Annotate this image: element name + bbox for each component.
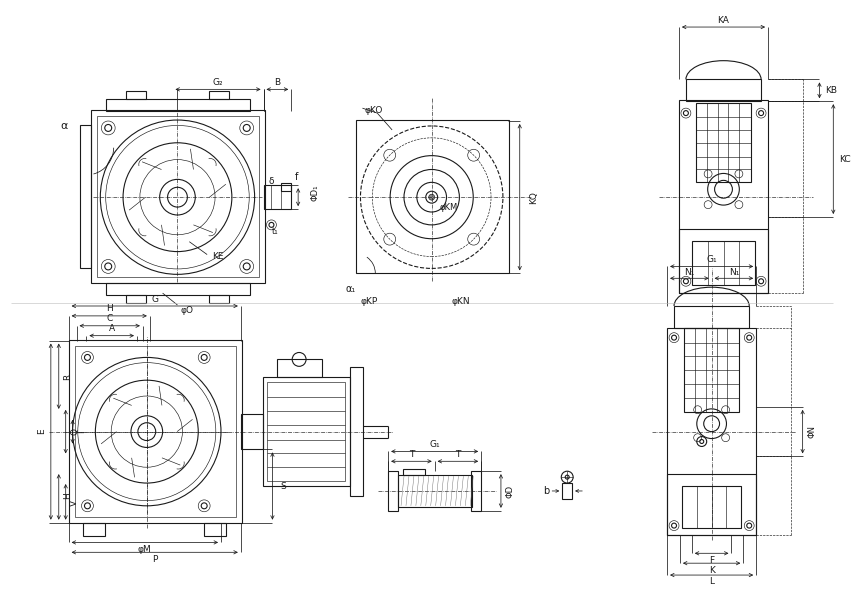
Bar (264, 185, 291, 209)
Text: G: G (151, 295, 158, 304)
Text: KB: KB (825, 86, 837, 95)
Text: C: C (106, 314, 113, 323)
Bar (356, 120, 509, 273)
Text: H: H (63, 492, 72, 499)
Text: A: A (109, 324, 115, 333)
Bar (282, 183, 291, 191)
Text: K: K (709, 566, 715, 574)
Text: KC: KC (839, 155, 851, 164)
Bar (563, 483, 572, 499)
Text: T: T (408, 450, 414, 459)
Text: S: S (280, 481, 286, 491)
Bar (83, 522, 106, 536)
Text: R: R (63, 374, 72, 380)
Text: φKM: φKM (440, 203, 458, 211)
Text: α: α (60, 121, 67, 131)
Bar (106, 284, 249, 295)
Text: G₁: G₁ (706, 255, 717, 264)
Bar (686, 79, 761, 101)
Text: α₁: α₁ (346, 284, 356, 294)
Bar (209, 295, 229, 303)
Bar (267, 382, 345, 481)
Bar (471, 471, 481, 511)
Bar (350, 367, 363, 496)
Bar (388, 471, 398, 511)
Text: b: b (543, 486, 550, 496)
Bar (69, 340, 242, 522)
Bar (667, 474, 757, 535)
Bar (667, 327, 757, 535)
Bar (398, 475, 472, 507)
Bar (679, 100, 768, 293)
Text: I: I (77, 430, 86, 433)
Text: G₂: G₂ (213, 78, 223, 87)
Text: ΦD: ΦD (505, 485, 515, 497)
Bar (106, 99, 249, 111)
Circle shape (429, 194, 435, 200)
Text: T: T (455, 450, 460, 459)
Bar (209, 91, 229, 99)
Text: φM: φM (138, 545, 151, 554)
Text: t₁: t₁ (271, 227, 278, 236)
Text: F: F (709, 556, 714, 565)
Text: Q: Q (70, 428, 79, 435)
Text: B: B (274, 78, 281, 87)
Bar (241, 414, 263, 450)
Bar (277, 359, 322, 377)
Text: δ: δ (268, 177, 274, 186)
Text: E: E (37, 429, 47, 434)
Text: N₁: N₁ (684, 268, 694, 277)
Bar (91, 110, 265, 284)
Text: N₁: N₁ (728, 268, 739, 277)
Text: KA: KA (717, 16, 729, 24)
Text: H: H (106, 304, 112, 313)
Text: G₁: G₁ (430, 440, 440, 449)
Bar (403, 469, 425, 475)
Text: φKP: φKP (361, 296, 378, 306)
Text: ΦN: ΦN (808, 425, 817, 438)
Text: φO: φO (181, 307, 194, 315)
Text: L: L (709, 577, 714, 587)
Bar (79, 125, 91, 268)
Text: P: P (152, 555, 157, 564)
Text: φKN: φKN (452, 296, 470, 306)
Bar (126, 295, 146, 303)
Bar (682, 486, 741, 527)
Bar (126, 91, 146, 99)
Text: V: V (70, 500, 79, 506)
Text: ΦD₁: ΦD₁ (310, 185, 319, 202)
Text: φKO: φKO (364, 106, 383, 115)
Bar (684, 327, 740, 412)
Bar (97, 116, 259, 277)
Bar (204, 522, 226, 536)
Bar (696, 103, 751, 182)
Text: f: f (295, 172, 299, 183)
Text: KE: KE (212, 252, 224, 261)
Bar (674, 306, 749, 327)
Bar (692, 241, 755, 285)
Bar (679, 229, 768, 293)
Bar (263, 377, 350, 486)
Text: KQ: KQ (529, 191, 539, 203)
Bar (75, 346, 236, 517)
